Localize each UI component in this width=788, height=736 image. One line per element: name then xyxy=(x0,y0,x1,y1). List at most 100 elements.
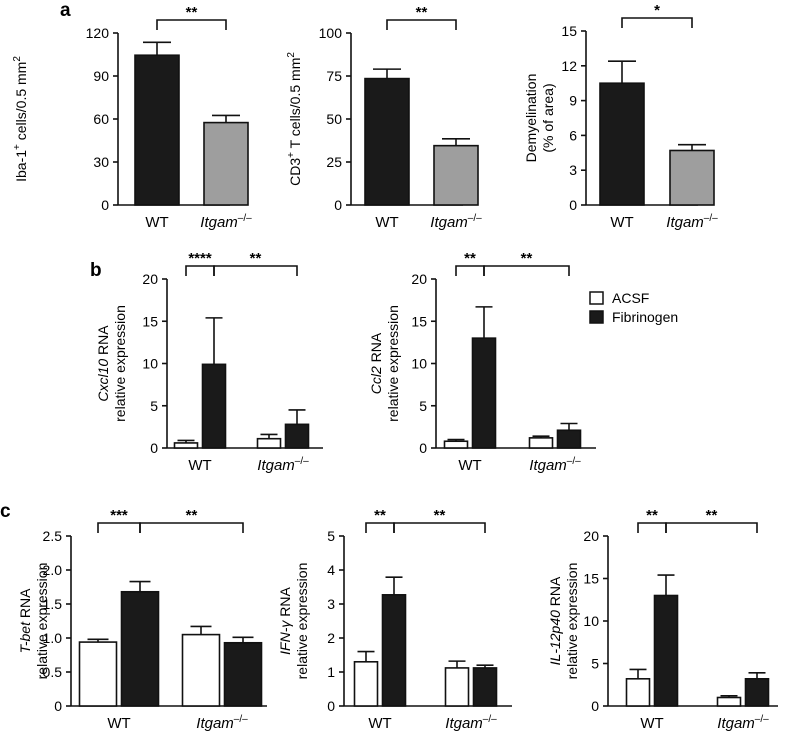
b1-bar-1-0 xyxy=(256,437,282,449)
a3-ylabel-line-1: (% of area) xyxy=(540,83,556,152)
a3-y-tick-label-5: 15 xyxy=(561,23,577,39)
a3-ylabel: Demyelination (% of area) xyxy=(523,74,556,163)
b1-bar-0-0 xyxy=(173,442,199,449)
c1-sig-bracket-0 xyxy=(97,522,141,533)
c2-category-label-0: WT xyxy=(368,715,391,732)
c3-sig-bracket-1 xyxy=(665,522,758,533)
b2-y-tick-label-2: 10 xyxy=(411,356,427,372)
c1-y-tick-label-1: 0.5 xyxy=(43,664,63,680)
c1-y-tick-label-0: 0 xyxy=(54,698,62,714)
c3-ylabel-line-1: relative expression xyxy=(564,563,580,680)
b2-ylabel-line-0: Ccl2 RNA xyxy=(368,332,384,394)
panel-label-c: c xyxy=(0,501,11,522)
c3-sig-bracket-0 xyxy=(637,522,667,533)
b1-sig-label-0: **** xyxy=(188,250,212,267)
a2-y-tick-label-4: 100 xyxy=(319,25,343,41)
c1-bar-0-0 xyxy=(78,641,118,707)
b1-sig-label-1: ** xyxy=(250,250,262,267)
c1-bar-1-1 xyxy=(223,641,263,707)
a2-category-label-1: Itgam–/– xyxy=(430,213,482,231)
c2-y-tick-label-0: 0 xyxy=(327,698,335,714)
b1-y-tick-label-3: 15 xyxy=(142,313,158,329)
a1-y-tick-label-4: 120 xyxy=(86,25,110,41)
a3-y-tick-label-1: 3 xyxy=(569,162,577,178)
c3-y-tick-label-3: 15 xyxy=(583,571,599,587)
c3-ylabel-line-0: IL-12p40 RNA xyxy=(547,576,563,665)
c3-sig-label-0: ** xyxy=(646,507,658,524)
b1-ylabel: Cxcl10 RNA relative expression xyxy=(95,305,128,422)
c2-bar-1-0 xyxy=(444,667,470,707)
c1-y-tick-label-4: 2.0 xyxy=(43,562,63,578)
a1-sig-label-0: ** xyxy=(186,4,198,21)
c1-sig-label-0: *** xyxy=(110,507,128,524)
b1-ylabel-line-1: relative expression xyxy=(112,305,128,422)
c3-bar-0-0 xyxy=(625,677,651,707)
c1-sig-label-1: ** xyxy=(186,507,198,524)
b2-ylabel: Ccl2 RNA relative expression xyxy=(368,305,401,422)
c1-bar-0-1 xyxy=(120,590,160,707)
c1-ylabel-line-0: T-bet RNA xyxy=(17,588,33,654)
b2-sig-bracket-0 xyxy=(455,265,485,276)
c2-y-tick-label-5: 5 xyxy=(327,528,335,544)
legend-swatch-acsf xyxy=(589,291,604,305)
a3-y-tick-label-3: 9 xyxy=(569,93,577,109)
legend: ACSF Fibrinogen xyxy=(589,290,678,325)
b2-bar-1-1 xyxy=(556,429,582,449)
b2-bar-0-0 xyxy=(443,440,469,449)
legend-label-fibrinogen: Fibrinogen xyxy=(612,309,678,325)
c1-ylabel: T-bet RNA relative expression xyxy=(17,563,50,680)
b1-y-tick-label-2: 10 xyxy=(142,356,158,372)
chart-c3: 0 5 10 15 20 IL-12p40 RNA relative expression W… xyxy=(547,507,778,732)
panel-label-a: a xyxy=(60,0,71,21)
a3-y-tick-label-4: 12 xyxy=(561,58,577,74)
a3-category-label-0: WT xyxy=(610,214,633,231)
a1-bar-0 xyxy=(134,54,180,206)
c1-category-label-0: WT xyxy=(107,715,130,732)
c1-y-tick-label-2: 1.0 xyxy=(43,630,63,646)
a1-y-tick-label-0: 0 xyxy=(101,197,109,213)
a3-bar-0 xyxy=(599,82,645,206)
c3-y-tick-label-0: 0 xyxy=(591,698,599,714)
b2-y-tick-label-3: 15 xyxy=(411,313,427,329)
b2-sig-bracket-1 xyxy=(483,265,570,276)
a1-category-label-0: WT xyxy=(145,214,168,231)
a3-sig-bracket-0 xyxy=(621,17,693,28)
a2-y-tick-label-3: 75 xyxy=(326,68,342,84)
a1-ylabel: Iba-1+ cells/0.5 mm2 xyxy=(12,56,29,182)
b1-ylabel-line-0: Cxcl10 RNA xyxy=(95,325,111,402)
c3-category-label-0: WT xyxy=(640,715,663,732)
c2-bar-0-1 xyxy=(381,594,407,707)
b2-y-tick-label-0: 0 xyxy=(419,440,427,456)
b1-y-tick-label-0: 0 xyxy=(150,440,158,456)
a2-y-tick-label-0: 0 xyxy=(334,197,342,213)
a2-ylabel: CD3+ T cells/0.5 mm2 xyxy=(286,52,303,186)
a1-y-tick-label-3: 90 xyxy=(93,68,109,84)
a1-y-tick-label-2: 60 xyxy=(93,111,109,127)
a2-ylabel-text: CD3+ T cells/0.5 mm2 xyxy=(286,52,303,186)
b1-y-tick-label-4: 20 xyxy=(142,271,158,287)
a3-y-tick-label-2: 6 xyxy=(569,127,577,143)
c2-bar-1-1 xyxy=(472,667,498,707)
c2-y-tick-label-1: 1 xyxy=(327,664,335,680)
chart-a3: 0 3 6 9 12 15 Demyelination (% of area) WT Itgam–… xyxy=(523,2,718,231)
c3-sig-label-1: ** xyxy=(706,507,718,524)
chart-b1: 0 5 10 15 20 Cxcl10 RNA relative expression WT I… xyxy=(95,250,323,474)
c3-bar-1-1 xyxy=(744,677,770,707)
c3-ylabel: IL-12p40 RNA relative expression xyxy=(547,563,580,680)
c3-y-tick-label-4: 20 xyxy=(583,528,599,544)
a2-bar-1 xyxy=(433,144,479,206)
chart-c1: 0 0.5 1.0 1.5 2.0 2.5 T-bet RNA relative expres… xyxy=(17,507,267,732)
c1-y-tick-label-5: 2.5 xyxy=(43,528,63,544)
a2-y-tick-label-2: 50 xyxy=(326,111,342,127)
b2-sig-label-1: ** xyxy=(521,250,533,267)
b1-bar-0-1 xyxy=(201,363,227,449)
c2-sig-label-0: ** xyxy=(374,507,386,524)
c1-category-label-1: Itgam–/– xyxy=(196,714,248,732)
a1-category-label-1: Itgam–/– xyxy=(200,213,252,231)
legend-swatch-fibrinogen xyxy=(589,310,604,324)
a2-sig-bracket-0 xyxy=(386,19,457,30)
c3-bar-1-0 xyxy=(716,696,742,707)
c1-ylabel-line-1: relative expression xyxy=(34,563,50,680)
b2-bar-0-1 xyxy=(471,337,497,449)
c1-bar-1-0 xyxy=(181,633,221,707)
